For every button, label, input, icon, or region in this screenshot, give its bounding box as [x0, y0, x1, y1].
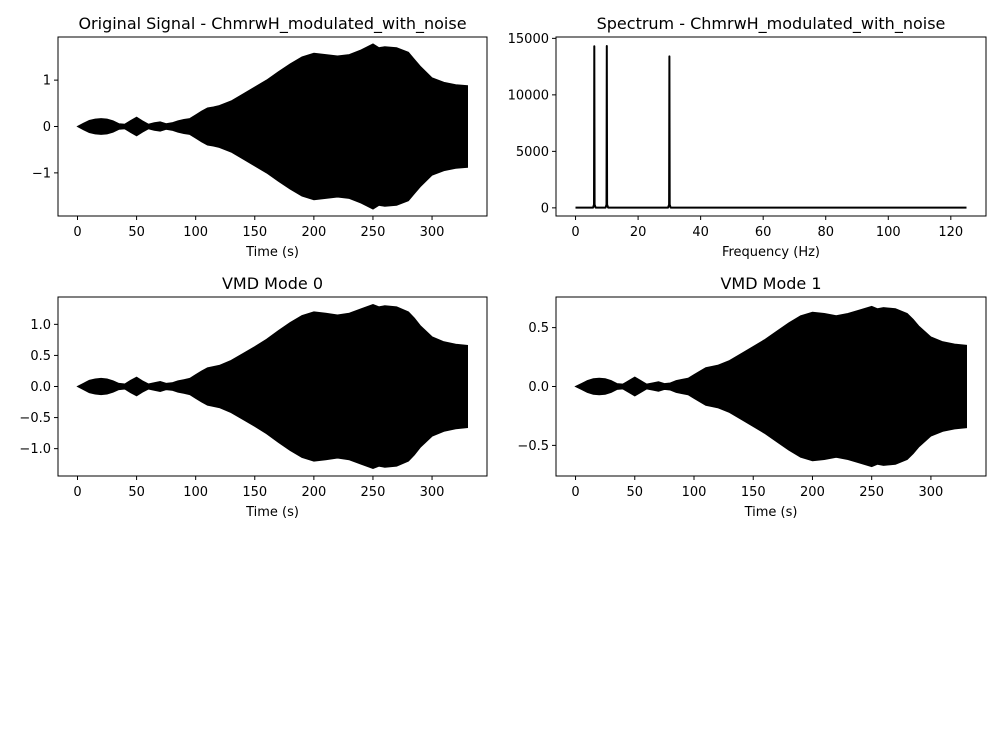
x-tick-label: 100: [183, 225, 208, 240]
signal-envelope-series-0: [76, 43, 468, 210]
x-tick-label: 150: [242, 485, 267, 500]
x-tick-label: 200: [301, 485, 326, 500]
x-axis-label: Frequency (Hz): [722, 245, 820, 260]
x-tick-label: 80: [817, 225, 834, 240]
chart-panel-1: 0 20 40 60 80 100 120 0 5000 10000 15000 Spectrum -…: [508, 14, 987, 260]
y-tick-label: 0: [43, 120, 51, 135]
x-tick-label: 0: [571, 225, 579, 240]
x-tick-label: 200: [800, 485, 825, 500]
y-tick-label: 0.0: [30, 380, 51, 395]
x-tick-label: 200: [301, 225, 326, 240]
chart-data-group: [76, 303, 468, 470]
x-tick-label: 0: [73, 225, 81, 240]
x-tick-label: 60: [755, 225, 772, 240]
y-tick-label: −0.5: [19, 411, 51, 426]
y-tick-label: −0.5: [517, 439, 549, 454]
signal-envelope-series-0: [76, 303, 468, 470]
chart-data-group: [574, 305, 967, 468]
y-tick-label: 1: [43, 74, 51, 89]
chart-data-group: [575, 45, 967, 209]
x-axis-label: Time (s): [245, 505, 299, 520]
chart-title: Spectrum - ChmrwH_modulated_with_noise: [597, 14, 946, 34]
chart-title: VMD Mode 0: [222, 274, 323, 293]
x-tick-label: 250: [859, 485, 884, 500]
x-tick-label: 0: [73, 485, 81, 500]
x-tick-label: 300: [420, 485, 445, 500]
x-tick-label: 20: [630, 225, 647, 240]
x-tick-label: 120: [938, 225, 963, 240]
x-tick-label: 100: [183, 485, 208, 500]
x-tick-label: 150: [242, 225, 267, 240]
chart-data-group: [76, 43, 468, 210]
chart-panel-3: 0 50 100 150 200 250 300 −0.5 0.0 0.5 VMD Mode 1 Ti…: [517, 274, 987, 520]
y-tick-label: 15000: [508, 32, 549, 47]
x-tick-label: 100: [682, 485, 707, 500]
x-tick-label: 100: [876, 225, 901, 240]
x-tick-label: 300: [919, 485, 944, 500]
y-tick-label: −1: [32, 166, 51, 181]
axes-frame: [555, 36, 987, 217]
x-tick-label: 50: [128, 485, 145, 500]
y-tick-label: 5000: [516, 145, 549, 160]
y-tick-label: −1.0: [19, 442, 51, 457]
x-tick-label: 50: [128, 225, 145, 240]
y-tick-label: 10000: [508, 88, 549, 103]
signal-envelope-series-0: [574, 305, 967, 468]
y-tick-label: 1.0: [30, 318, 51, 333]
x-axis-label: Time (s): [245, 245, 299, 260]
chart-title: Original Signal - ChmrwH_modulated_with_…: [78, 14, 466, 34]
chart-panel-0: 0 50 100 150 200 250 300 −1 0 1 Original Signal - …: [32, 14, 488, 260]
y-tick-label: 0: [541, 201, 549, 216]
y-tick-label: 0.5: [30, 349, 51, 364]
y-tick-label: 0.0: [528, 380, 549, 395]
x-tick-label: 300: [420, 225, 445, 240]
x-tick-label: 40: [692, 225, 709, 240]
spectrum-line-series-0: [575, 45, 967, 209]
x-tick-label: 150: [741, 485, 766, 500]
x-axis-label: Time (s): [744, 505, 798, 520]
chart-panel-2: 0 50 100 150 200 250 300 −1.0 −0.5 0.0 0.5 1.0 VMD M…: [19, 274, 488, 520]
x-tick-label: 250: [361, 485, 386, 500]
chart-title: VMD Mode 1: [720, 274, 821, 293]
y-tick-label: 0.5: [528, 321, 549, 336]
x-tick-label: 250: [361, 225, 386, 240]
x-tick-label: 0: [571, 485, 579, 500]
x-tick-label: 50: [627, 485, 644, 500]
